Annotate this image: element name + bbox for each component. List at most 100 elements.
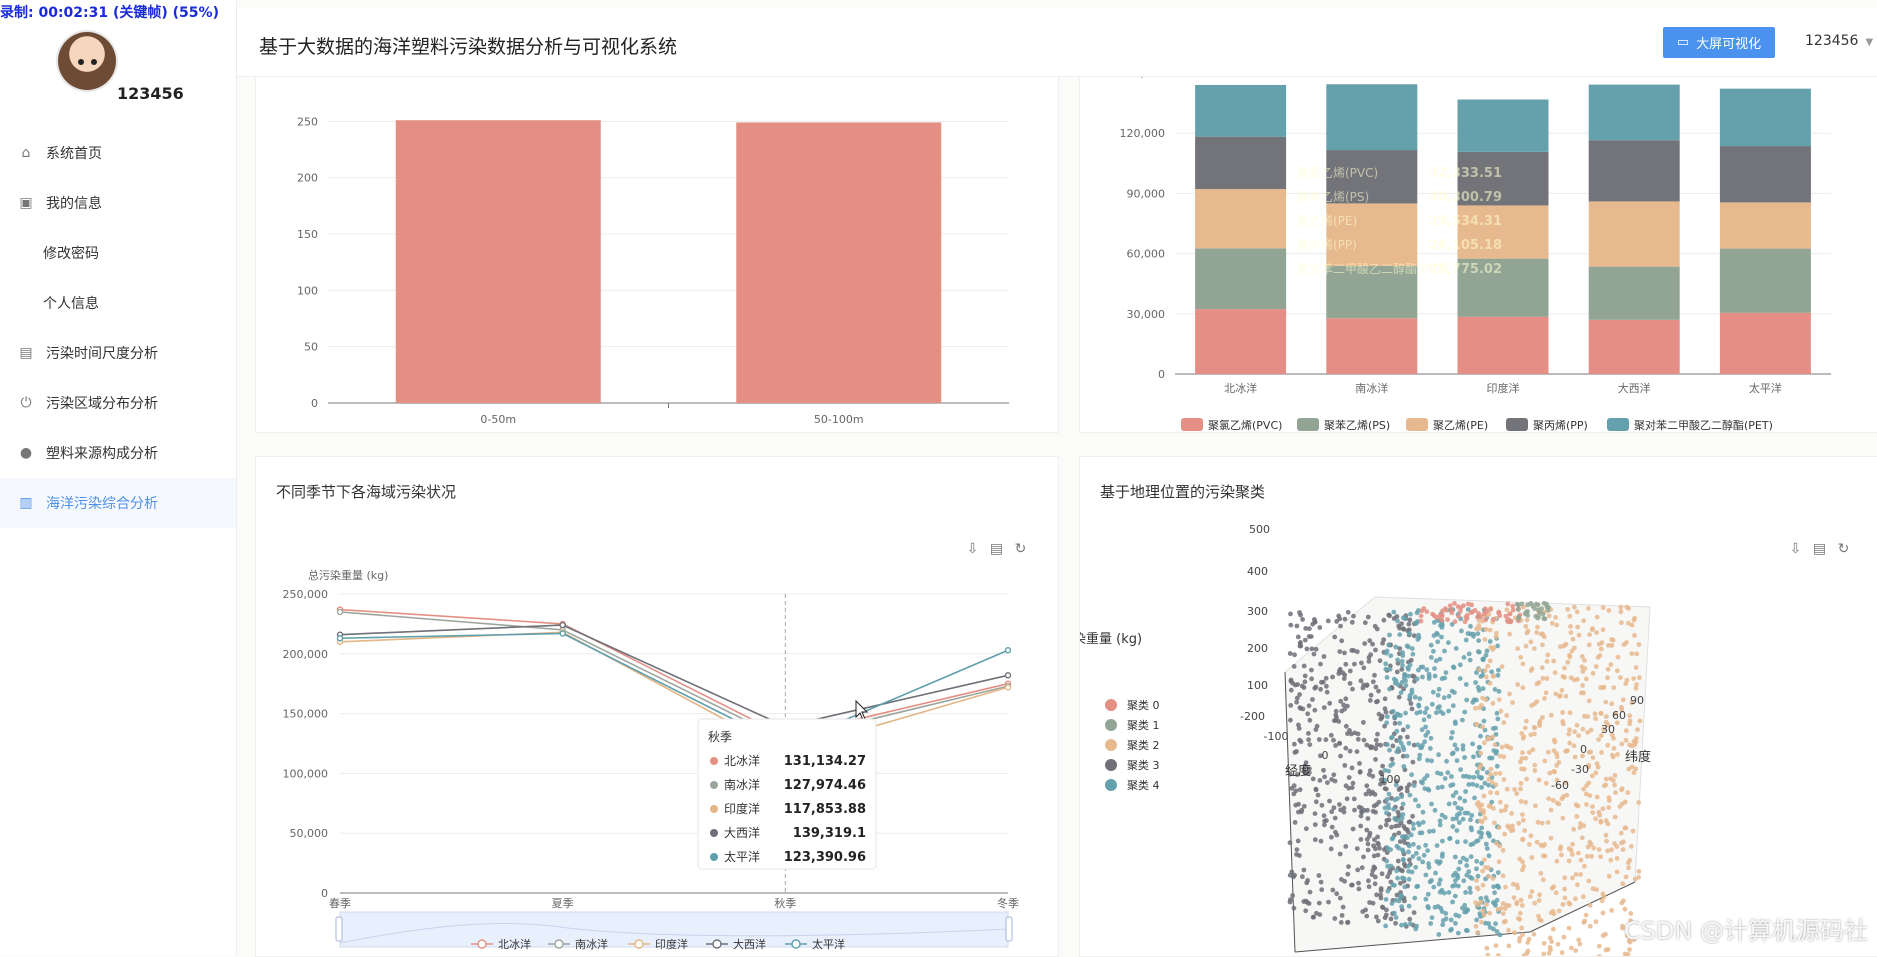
scatter-point (1467, 657, 1473, 663)
scatter-point (1518, 799, 1524, 804)
scatter-point (1562, 886, 1567, 892)
sidebar-item-region-analysis[interactable]: ⏻ 污染区域分布分析 (0, 378, 236, 428)
scatter-point (1520, 736, 1526, 741)
sidebar-item-personal-info[interactable]: 个人信息 (0, 278, 236, 328)
refresh-icon[interactable]: ↻ (1837, 540, 1850, 557)
scatter-point (1324, 689, 1330, 695)
scatter-point (1401, 686, 1406, 692)
download-icon[interactable]: ⇩ (1789, 540, 1802, 557)
scatter-point (1580, 726, 1586, 732)
scatter-point (1589, 773, 1595, 779)
scatter-point (1362, 808, 1367, 813)
scatter-point (1327, 798, 1332, 804)
refresh-icon[interactable]: ↻ (1014, 540, 1027, 557)
data-view-icon[interactable]: ▤ (989, 540, 1004, 557)
season-chart-panel: 不同季节下各海域污染状况 ⇩ ▤ ↻ 总污染重量 (kg) 0 50,000 100,… (255, 456, 1059, 957)
scatter-point (1599, 750, 1604, 755)
scatter-point (1498, 708, 1504, 714)
scatter-point (1575, 624, 1580, 630)
scatter-point (1576, 850, 1581, 856)
scatter-point (1494, 763, 1500, 769)
avatar[interactable] (58, 32, 116, 90)
scatter-point (1528, 833, 1534, 839)
scatter-point (1398, 867, 1404, 873)
scatter-point (1460, 717, 1465, 723)
sidebar-item-time-analysis[interactable]: ▤ 污染时间尺度分析 (0, 328, 236, 378)
scatter-point (1411, 841, 1416, 847)
sidebar-item-change-password[interactable]: 修改密码 (0, 228, 236, 278)
scatter-point (1430, 689, 1436, 695)
scatter-point (1480, 686, 1486, 691)
scatter-point (1627, 713, 1633, 719)
sidebar-menu: ⌂ 系统首页 ▣ 我的信息 修改密码 个人信息 ▤ 污染时间尺度分析 ⏻ 污染区域分布分… (0, 128, 236, 528)
scatter-point (1386, 791, 1392, 797)
scatter-point (1422, 710, 1428, 715)
scatter-point (1352, 661, 1357, 667)
scatter-point (1501, 720, 1507, 725)
season-chart-toolbox: ⇩ ▤ ↻ (964, 540, 1029, 557)
scatter-point (1375, 698, 1380, 704)
scatter-point (1384, 850, 1390, 855)
scatter-point (1600, 806, 1606, 812)
big-screen-button[interactable]: ▭ 大屏可视化 (1663, 27, 1775, 58)
user-dropdown[interactable]: 123456 ▼ (1805, 33, 1873, 49)
scatter-point (1488, 772, 1493, 777)
y-tick-label: 50,000 (290, 827, 329, 840)
scatter-point (1375, 731, 1380, 737)
scatter-point (1372, 623, 1378, 629)
scatter-point (1341, 676, 1347, 681)
scatter-point (1520, 685, 1526, 691)
scatter-point (1383, 923, 1388, 929)
scatter-point (1452, 719, 1458, 725)
sidebar-item-my-info[interactable]: ▣ 我的信息 (0, 178, 236, 228)
scatter-point (1473, 705, 1478, 711)
sidebar-item-comprehensive-analysis[interactable]: ▥ 海洋污染综合分析 (0, 478, 236, 528)
data-view-icon[interactable]: ▤ (1812, 540, 1827, 557)
scatter-point (1395, 657, 1400, 663)
calendar-icon: ▣ (19, 195, 33, 211)
scatter-point (1405, 724, 1411, 730)
scatter-point (1307, 626, 1312, 632)
sidebar: 123456 ⌂ 系统首页 ▣ 我的信息 修改密码 个人信息 ▤ 污染时间尺度分析 ⏻… (0, 0, 237, 955)
scatter-point (1461, 603, 1466, 609)
scatter-point (1440, 851, 1445, 857)
scatter-point (1360, 909, 1366, 914)
scatter-point (1481, 706, 1486, 712)
scatter-point (1497, 613, 1503, 619)
scatter-point (1317, 778, 1323, 783)
scatter-point (1586, 878, 1592, 884)
scatter-point (1627, 857, 1633, 863)
scatter-point (1324, 683, 1329, 689)
scatter-point (1545, 608, 1551, 613)
scatter-point (1375, 852, 1381, 858)
scatter-point (1461, 655, 1467, 660)
scatter-point (1479, 919, 1484, 925)
scatter-point (1291, 905, 1297, 911)
scatter-point (1572, 677, 1577, 683)
scatter-point (1482, 857, 1487, 863)
scatter-point (1506, 943, 1512, 949)
scatter-point (1470, 631, 1476, 637)
scatter-point (1343, 723, 1349, 729)
sidebar-item-source-analysis[interactable]: ● 塑料来源构成分析 (0, 428, 236, 478)
stacked-bar-segment (1195, 248, 1287, 310)
scatter-point (1446, 693, 1452, 699)
sidebar-item-home[interactable]: ⌂ 系统首页 (0, 128, 236, 178)
scatter-point (1529, 889, 1535, 894)
scatter-point (1328, 732, 1334, 738)
download-icon[interactable]: ⇩ (966, 540, 979, 557)
scatter-point (1416, 845, 1422, 850)
scatter-point (1366, 884, 1372, 890)
scatter-point (1460, 743, 1466, 748)
scatter-point (1624, 640, 1629, 645)
scatter-point (1356, 880, 1361, 886)
scatter-point (1474, 801, 1480, 807)
scatter-point (1533, 613, 1539, 619)
scatter-point (1554, 763, 1559, 768)
tooltip-series-name: 太平洋 (724, 849, 760, 864)
scatter-point (1532, 762, 1538, 768)
x-tick-label: 太平洋 (1749, 381, 1782, 395)
scatter-point (1407, 617, 1413, 623)
scatter-point (1425, 891, 1431, 897)
scatter-point (1599, 640, 1605, 645)
